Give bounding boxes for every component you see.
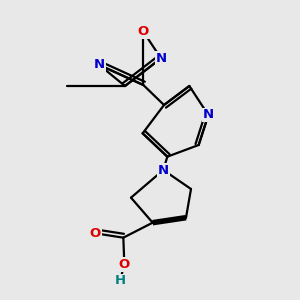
Text: O: O [90, 227, 101, 240]
Text: O: O [138, 25, 149, 38]
Text: N: N [158, 164, 169, 176]
Text: N: N [94, 58, 105, 71]
Text: H: H [114, 274, 126, 287]
Text: O: O [119, 258, 130, 271]
Text: N: N [155, 52, 167, 65]
Text: N: N [203, 109, 214, 122]
